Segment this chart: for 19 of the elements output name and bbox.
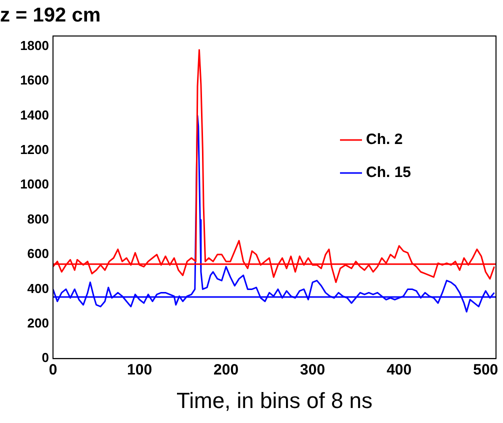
x-tick-label: 400 [386, 362, 412, 379]
y-tick-label: 1600 [20, 72, 49, 88]
y-tick-label: 0 [42, 350, 49, 366]
x-tick-label: 300 [300, 362, 326, 379]
y-tick-label: 800 [27, 211, 49, 226]
y-tick-label: 600 [27, 246, 49, 262]
y-tick-label: 1000 [20, 176, 49, 192]
x-tick-label: 200 [214, 362, 239, 379]
legend-label: Ch. 2 [366, 131, 403, 148]
legend-label: Ch. 15 [366, 164, 412, 182]
y-tick-label: 1800 [20, 38, 49, 53]
y-tick-label: 1400 [20, 107, 49, 122]
y-tick-label: 400 [27, 280, 49, 296]
x-tick-label: 100 [127, 362, 152, 379]
chart-title: z = 192 cm [0, 4, 101, 27]
y-tick-label: 200 [27, 315, 49, 330]
x-tick-label: 500 [473, 362, 498, 379]
x-axis-title: Time, in bins of 8 ns [176, 388, 373, 413]
y-tick-label: 1200 [20, 142, 49, 158]
